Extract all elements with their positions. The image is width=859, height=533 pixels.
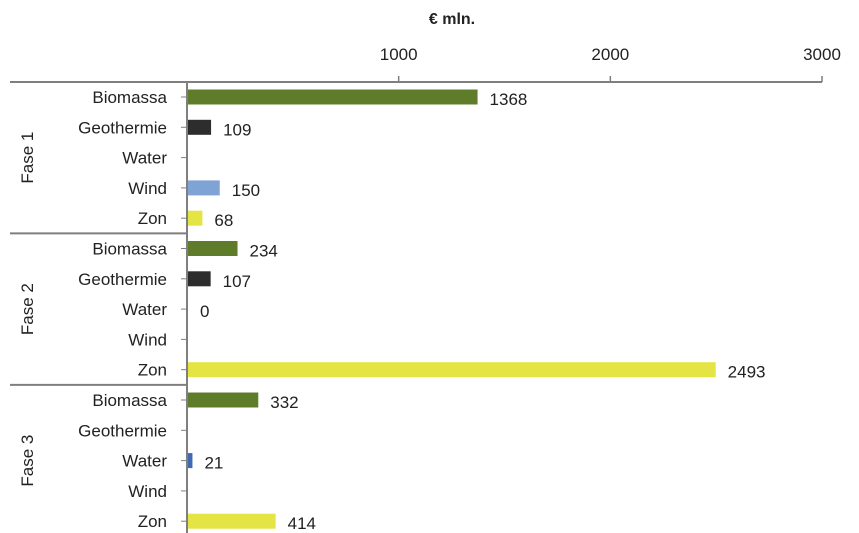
value-label: 332: [270, 393, 298, 412]
category-label: Biomassa: [92, 88, 167, 107]
x-axis-title: € mln.: [429, 11, 475, 28]
value-label: 0: [200, 302, 209, 321]
value-label: 234: [250, 242, 278, 261]
value-label: 21: [204, 454, 223, 473]
bar-fase-2-zon: [188, 362, 716, 378]
category-label: Water: [122, 149, 167, 168]
value-label: 68: [214, 211, 233, 230]
bar-fase-1-geothermie: [188, 119, 212, 135]
x-tick-label: 3000: [803, 45, 841, 64]
category-label: Zon: [138, 512, 167, 531]
phase-label: Fase 1: [18, 132, 37, 184]
bar-fase-3-water: [188, 453, 193, 469]
category-label: Geothermie: [78, 118, 167, 137]
category-label: Water: [122, 300, 167, 319]
bar-fase-3-biomassa: [188, 392, 259, 408]
x-tick-label: 1000: [380, 45, 418, 64]
category-labels: Biomassa Geothermie Water Wind Zon Biomassa Ge…: [78, 88, 167, 531]
category-label: Water: [122, 452, 167, 471]
bar-fase-1-zon: [188, 210, 203, 226]
value-labels: 1368 109 150 68 234 107 0 2493 332 21 414: [200, 90, 766, 533]
phase-label: Fase 2: [18, 283, 37, 335]
category-label: Wind: [128, 482, 167, 501]
bar-fase-2-biomassa: [188, 241, 238, 256]
category-label: Geothermie: [78, 270, 167, 289]
bar-fase-1-wind: [188, 180, 220, 196]
bar-fase-3-zon: [188, 513, 276, 529]
value-label: 150: [232, 181, 260, 200]
value-label: 107: [223, 272, 251, 291]
category-label: Wind: [128, 330, 167, 349]
value-label: 1368: [490, 90, 528, 109]
value-label: 414: [288, 514, 316, 533]
category-label: Zon: [138, 361, 167, 380]
bars: [188, 89, 716, 529]
bar-fase-2-geothermie: [188, 271, 211, 287]
phase-label: Fase 3: [18, 435, 37, 487]
bar-fase-1-biomassa: [188, 89, 478, 105]
category-label: Wind: [128, 179, 167, 198]
phase-labels: Fase 1 Fase 2 Fase 3: [18, 132, 37, 487]
category-label: Biomassa: [92, 240, 167, 259]
category-label: Geothermie: [78, 421, 167, 440]
category-label: Biomassa: [92, 391, 167, 410]
category-label: Zon: [138, 209, 167, 228]
x-tick-label: 2000: [591, 45, 629, 64]
value-label: 2493: [728, 363, 766, 382]
axes: [10, 81, 822, 533]
x-axis-ticks: 1000 2000 3000: [380, 45, 841, 82]
value-label: 109: [223, 120, 251, 139]
